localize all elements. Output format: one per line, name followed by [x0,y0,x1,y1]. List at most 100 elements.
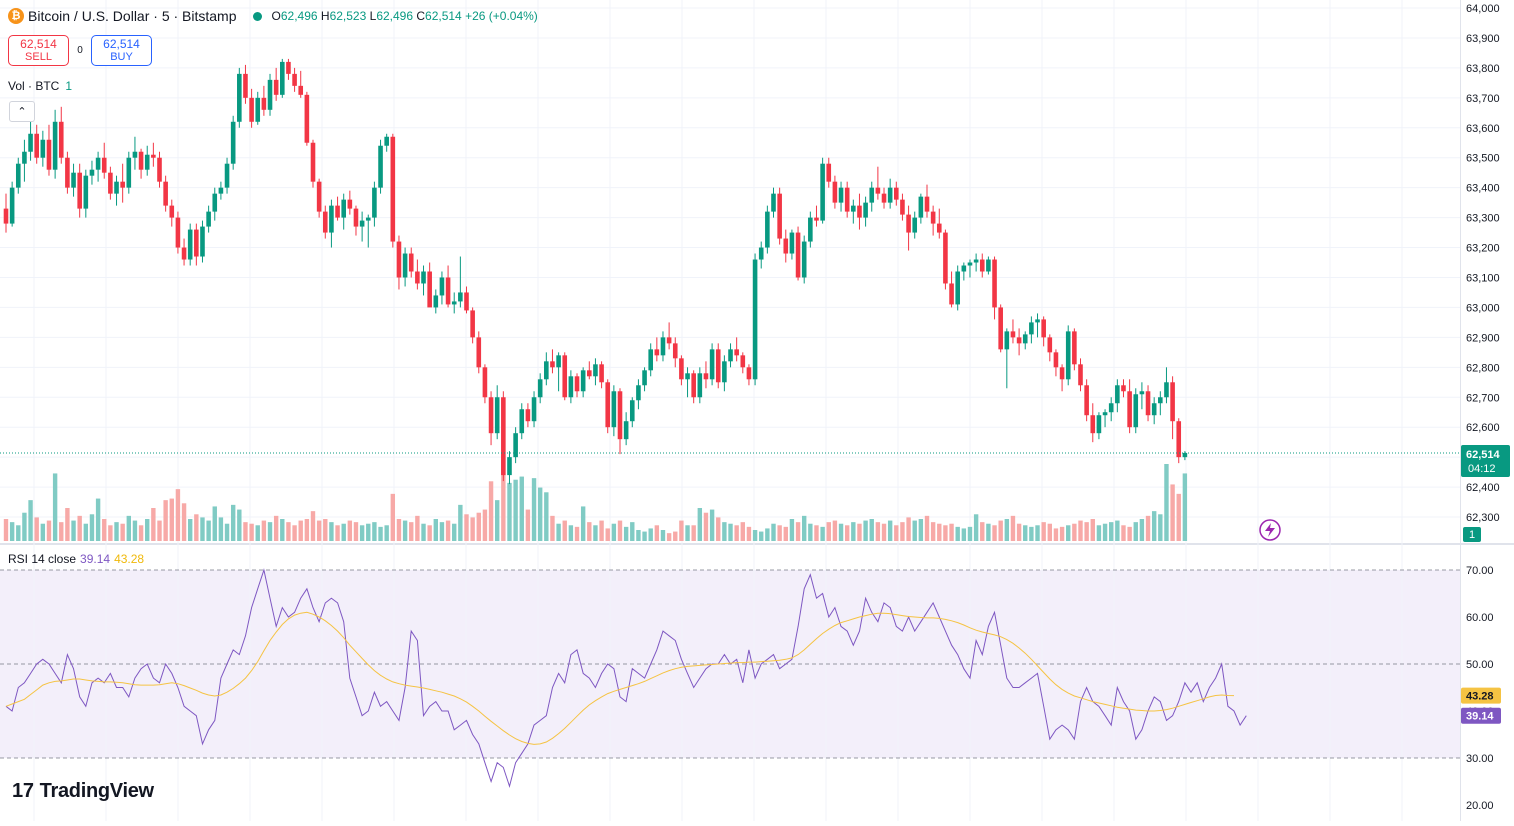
volume-bar [900,522,905,541]
close-label: C [416,9,426,23]
volume-bar [218,517,224,541]
candle-body [1182,452,1188,458]
volume-bar [1090,519,1095,541]
volume-bar [648,528,653,541]
volume-bar [138,525,144,541]
price-tick-label: 63,500 [1466,153,1500,165]
candle-body [378,145,383,188]
candle-body [1170,382,1175,422]
candle-body [194,229,199,257]
candle-body [1158,397,1163,404]
candle-body [1072,331,1077,365]
candle-body [1108,403,1114,413]
volume-bar [390,493,396,541]
rsi-tick-label: 70.00 [1466,565,1494,577]
candle-body [501,397,506,476]
change-value: +26 (+0.04%) [465,9,538,23]
ohlc-values: O62,496 H62,523 L62,496 C62,514 +26 (+0.… [272,9,538,23]
volume-bar [826,522,831,541]
volume-bar [703,512,709,541]
volume-bar [986,523,991,541]
candle-body [415,271,420,284]
rsi-tick-label: 60.00 [1466,612,1494,624]
sell-button[interactable]: 62,514 SELL [8,35,69,66]
candle-body [1035,319,1040,323]
buy-button[interactable]: 62,514 BUY [91,35,152,66]
candle-body [851,205,856,212]
volume-bar [292,525,297,541]
candle-body [310,142,316,182]
candle-body [955,271,960,305]
candle-body [691,373,696,398]
volume-bar [1078,520,1083,541]
volume-bar [237,509,242,541]
candle-body [237,73,242,122]
volume-bar [181,503,187,541]
candle-body [556,355,561,368]
candle-body [900,199,905,215]
candle-body [789,232,795,254]
symbol-legend[interactable]: ₿ Bitcoin / U.S. Dollar · 5 · Bitstamp O… [8,8,538,24]
candle-body [175,217,181,248]
volume-bar [224,523,230,541]
volume-bar [427,525,432,541]
candle-body [1096,415,1102,434]
candle-body [605,382,611,428]
candle-body [421,271,426,284]
candle-body [65,157,70,188]
volume-bar [630,522,635,541]
volume-bar [1084,522,1089,541]
volume-bar [316,520,322,541]
candle-body [1139,391,1145,395]
volume-bar [580,506,586,541]
volume-bar [249,523,254,541]
volume-bar [605,528,610,541]
volume-bar [120,523,125,541]
candle-body [1029,322,1034,335]
volume-bar [531,478,537,541]
volume-bar [973,514,979,541]
volume-bar [967,526,973,541]
candle-body [580,370,586,392]
candle-body [316,181,322,212]
volume-bar [740,522,745,541]
candle-body [709,349,715,380]
candle-body [157,157,162,182]
candle-body [28,133,33,152]
candle-body [280,61,285,95]
volume-legend[interactable]: Vol · BTC 1 [8,79,72,93]
candle-body [304,94,310,143]
candle-body [1127,391,1132,428]
price-tick-label: 63,200 [1466,243,1500,255]
candle-body [230,121,236,164]
candle-body [660,337,666,356]
volume-bar [347,520,353,541]
volume-bar [519,476,524,541]
candle-body [1059,367,1065,380]
rsi-legend[interactable]: RSI 14 close 39.14 43.28 [8,552,144,566]
candle-body [728,349,733,362]
volume-bar [844,525,850,541]
candle-body [58,121,64,158]
volume-bar [574,526,580,541]
volume-bar [402,520,408,541]
volume-bar [599,520,604,541]
candle-body [181,247,187,260]
candle-body [482,367,488,398]
candle-body [1004,331,1010,350]
volume-bar [795,522,801,541]
rsi-tag-value: 39.14 [1466,711,1494,723]
collapse-legend-button[interactable]: ⌃ [9,101,35,122]
volume-bar [194,514,199,541]
volume-value: 1 [65,79,73,93]
symbol-title[interactable]: Bitcoin / U.S. Dollar · 5 · Bitstamp [28,8,237,24]
candle-body [163,181,168,206]
candle-body [34,133,39,158]
tradingview-logo[interactable]: 17 TradingView [12,780,154,803]
candle-body [832,181,838,203]
volume-bar [716,517,721,541]
candle-body [71,172,76,188]
candle-body [1022,334,1028,344]
